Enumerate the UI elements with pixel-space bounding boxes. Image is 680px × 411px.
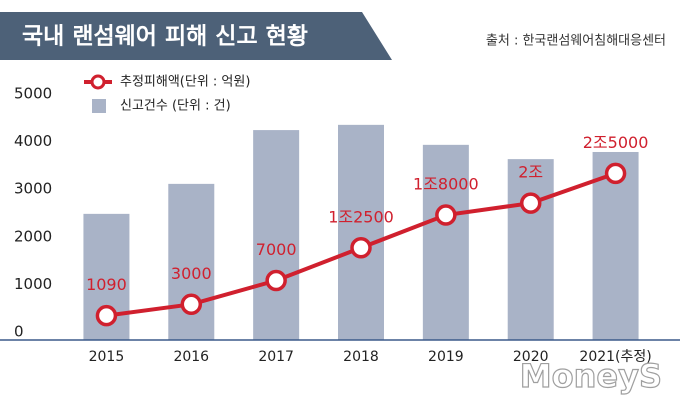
y-tick-label: 3000 <box>14 180 52 198</box>
bar <box>253 130 300 340</box>
y-tick-label: 1000 <box>14 275 52 293</box>
line-point <box>95 304 118 327</box>
watermark: MoneyS <box>520 357 662 395</box>
x-tick-label: 2017 <box>258 349 294 365</box>
chart-title: 국내 랜섬웨어 피해 신고 현황 <box>22 24 308 50</box>
y-tick-label: 5000 <box>14 85 52 103</box>
line-point <box>519 192 542 214</box>
line-point <box>350 237 372 259</box>
line-point <box>180 293 203 316</box>
legend-swatch <box>92 99 106 113</box>
x-tick-label: 2020 <box>513 349 549 365</box>
data-label: 7000 <box>256 240 297 259</box>
data-label: 1조2500 <box>328 207 394 226</box>
x-tick-label: 2016 <box>173 349 209 365</box>
line-point <box>435 204 457 226</box>
y-tick-label: 2000 <box>14 227 52 245</box>
data-label: 1조8000 <box>413 175 479 194</box>
data-label: 3000 <box>171 264 212 283</box>
bar <box>338 124 384 341</box>
line-point <box>604 162 627 185</box>
y-tick-label: 4000 <box>14 132 52 150</box>
x-tick-label: 2019 <box>428 349 464 365</box>
line-point <box>265 269 287 292</box>
data-label: 1090 <box>86 275 127 294</box>
y-tick-label: 0 <box>14 323 24 341</box>
x-tick-label: 2015 <box>89 349 125 365</box>
data-label: 2조5000 <box>583 133 649 152</box>
bar <box>422 144 469 340</box>
data-label: 2조 <box>518 163 543 182</box>
bar <box>168 183 215 340</box>
bar <box>507 159 554 340</box>
title-banner <box>0 12 392 60</box>
legend-marker <box>90 74 106 90</box>
source: 출처 : 한국랜섬웨어침해대응센터 <box>486 34 666 49</box>
x-tick-label: 2021(추정) <box>579 349 651 365</box>
legend-label: 신고건수 (단위 : 건) <box>120 99 231 114</box>
x-tick-label: 2018 <box>343 349 379 365</box>
legend-label: 추정피해액(단위 : 억원) <box>120 75 250 90</box>
